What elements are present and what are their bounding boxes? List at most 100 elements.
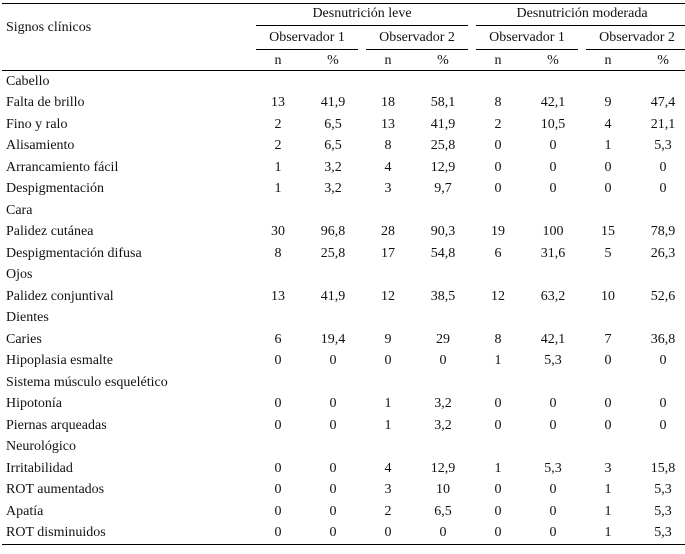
sign-label: Fino y ralo — [2, 114, 252, 136]
table-row: Despigmentación difusa 8 25,8 17 54,8 6 31,6 5 2… — [2, 243, 685, 265]
section-row: Cara — [2, 200, 685, 222]
count-cell: 0 — [252, 351, 304, 373]
percent-cell: 25,8 — [304, 243, 362, 265]
group-header-leve: Desnutrición leve — [252, 4, 472, 29]
observer-header: Observador 2 — [582, 28, 685, 51]
count-cell: 4 — [362, 157, 414, 179]
percent-cell: 36,8 — [634, 329, 685, 351]
table-row: ROT aumentados 0 0 3 10 0 0 1 5,3 — [2, 480, 685, 502]
percent-cell: 3,2 — [304, 157, 362, 179]
count-cell: 8 — [362, 136, 414, 158]
sign-label: Palidez cutánea — [2, 222, 252, 244]
section-title: Sistema músculo esquelético — [2, 372, 685, 394]
percent-cell: 26,3 — [634, 243, 685, 265]
count-cell: 19 — [472, 222, 524, 244]
count-cell: 1 — [582, 523, 634, 545]
percent-cell: 0 — [304, 351, 362, 373]
count-cell: 0 — [362, 351, 414, 373]
percent-cell: 0 — [304, 501, 362, 523]
count-cell: 2 — [472, 114, 524, 136]
percent-cell: 0 — [304, 394, 362, 416]
count-cell: 1 — [582, 136, 634, 158]
count-cell: 0 — [252, 523, 304, 545]
percent-cell: 0 — [634, 415, 685, 437]
percent-cell: 3,2 — [414, 394, 472, 416]
count-cell: 12 — [472, 286, 524, 308]
count-cell: 28 — [362, 222, 414, 244]
count-cell: 0 — [472, 136, 524, 158]
percent-cell: 58,1 — [414, 93, 472, 115]
count-cell: 0 — [472, 179, 524, 201]
percent-cell: 0 — [634, 157, 685, 179]
count-cell: 0 — [472, 523, 524, 545]
percent-cell: 0 — [524, 480, 582, 502]
count-cell: 6 — [472, 243, 524, 265]
count-cell: 0 — [582, 157, 634, 179]
table-body: Cabello Falta de brillo 13 41,9 18 58,1 8 42,1 9… — [2, 71, 685, 545]
percent-cell: 5,3 — [524, 458, 582, 480]
count-cell: 9 — [362, 329, 414, 351]
count-cell: 10 — [582, 286, 634, 308]
section-row: Neurológico — [2, 437, 685, 459]
sign-label: Piernas arqueadas — [2, 415, 252, 437]
count-cell: 7 — [582, 329, 634, 351]
sign-label: Caries — [2, 329, 252, 351]
percent-cell: 0 — [524, 501, 582, 523]
count-cell: 13 — [362, 114, 414, 136]
subcol-header: n — [472, 51, 524, 71]
header-spacer — [2, 51, 252, 71]
percent-cell: 96,8 — [304, 222, 362, 244]
percent-cell: 0 — [634, 394, 685, 416]
sign-label: ROT aumentados — [2, 480, 252, 502]
percent-cell: 25,8 — [414, 136, 472, 158]
count-cell: 1 — [582, 480, 634, 502]
table-row: Arrancamiento fácil 1 3,2 4 12,9 0 0 0 0 — [2, 157, 685, 179]
count-cell: 1 — [252, 179, 304, 201]
count-cell: 8 — [472, 329, 524, 351]
count-cell: 2 — [362, 501, 414, 523]
section-row: Cabello — [2, 71, 685, 93]
percent-cell: 31,6 — [524, 243, 582, 265]
sign-label: Apatía — [2, 501, 252, 523]
sign-label: Hipoplasia esmalte — [2, 351, 252, 373]
count-cell: 8 — [252, 243, 304, 265]
count-cell: 5 — [582, 243, 634, 265]
count-cell: 0 — [252, 480, 304, 502]
count-cell: 0 — [472, 157, 524, 179]
count-cell: 9 — [582, 93, 634, 115]
count-cell: 1 — [362, 394, 414, 416]
count-cell: 18 — [362, 93, 414, 115]
sign-label: Despigmentación — [2, 179, 252, 201]
percent-cell: 6,5 — [414, 501, 472, 523]
percent-cell: 3,2 — [304, 179, 362, 201]
percent-cell: 52,6 — [634, 286, 685, 308]
percent-cell: 41,9 — [304, 93, 362, 115]
percent-cell: 15,8 — [634, 458, 685, 480]
count-cell: 1 — [252, 157, 304, 179]
sign-label: Arrancamiento fácil — [2, 157, 252, 179]
table-row: Alisamiento 2 6,5 8 25,8 0 0 1 5,3 — [2, 136, 685, 158]
percent-cell: 0 — [304, 458, 362, 480]
percent-cell: 5,3 — [634, 523, 685, 545]
count-cell: 3 — [582, 458, 634, 480]
section-row: Sistema músculo esquelético — [2, 372, 685, 394]
sign-label: Alisamiento — [2, 136, 252, 158]
sign-label: ROT disminuidos — [2, 523, 252, 545]
section-row: Ojos — [2, 265, 685, 287]
section-row: Dientes — [2, 308, 685, 330]
count-cell: 0 — [362, 523, 414, 545]
count-cell: 0 — [582, 415, 634, 437]
percent-cell: 0 — [634, 179, 685, 201]
percent-cell: 0 — [304, 480, 362, 502]
group-header-moderada: Desnutrición moderada — [472, 4, 685, 29]
percent-cell: 42,1 — [524, 93, 582, 115]
count-cell: 0 — [252, 458, 304, 480]
percent-cell: 42,1 — [524, 329, 582, 351]
row-label-header: Signos clínicos — [2, 4, 252, 52]
percent-cell: 0 — [304, 415, 362, 437]
percent-cell: 41,9 — [414, 114, 472, 136]
percent-cell: 0 — [414, 351, 472, 373]
count-cell: 0 — [582, 394, 634, 416]
percent-cell: 5,3 — [634, 501, 685, 523]
percent-cell: 12,9 — [414, 157, 472, 179]
